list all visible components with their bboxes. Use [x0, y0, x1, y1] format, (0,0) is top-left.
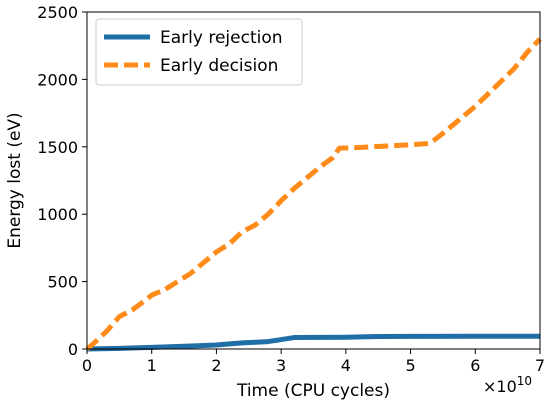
y-tick-label: 0: [68, 340, 78, 359]
series-layer: [85, 37, 542, 352]
x-tick-label: 0: [82, 356, 92, 375]
series-line-early-decision: [85, 37, 542, 351]
y-axis-label: Energy lost (eV): [5, 112, 25, 248]
x-scale-exponent: 10: [517, 374, 532, 388]
ticks-layer: 0 1 2 3 4 5 6 7 0 500 1000 1500 2000 2500: [37, 3, 545, 375]
y-tick-label: 2500: [37, 3, 78, 22]
x-tick-label: 3: [276, 356, 286, 375]
y-tick-label: 1000: [37, 205, 78, 224]
plot-frame: [86, 11, 541, 350]
x-tick-label: 4: [341, 356, 351, 375]
x-axis-label: Time (CPU cycles): [236, 381, 390, 401]
legend-label-early-rejection: Early rejection: [160, 28, 283, 48]
x-scale-multiplier: ×1010: [483, 374, 532, 396]
x-tick-label: 7: [535, 356, 545, 375]
x-tick-label: 2: [211, 356, 221, 375]
y-tick-label: 1500: [37, 138, 78, 157]
x-tick-label: 5: [405, 356, 415, 375]
legend: Early rejection Early decision: [95, 18, 303, 86]
x-tick-label: 1: [147, 356, 157, 375]
legend-label-early-decision: Early decision: [160, 56, 278, 76]
y-tick-label: 500: [47, 273, 78, 292]
x-tick-label: 6: [470, 356, 480, 375]
x-scale-base: ×10: [483, 377, 517, 396]
y-tick-label: 2000: [37, 70, 78, 89]
series-line-early-rejection: [86, 333, 540, 352]
